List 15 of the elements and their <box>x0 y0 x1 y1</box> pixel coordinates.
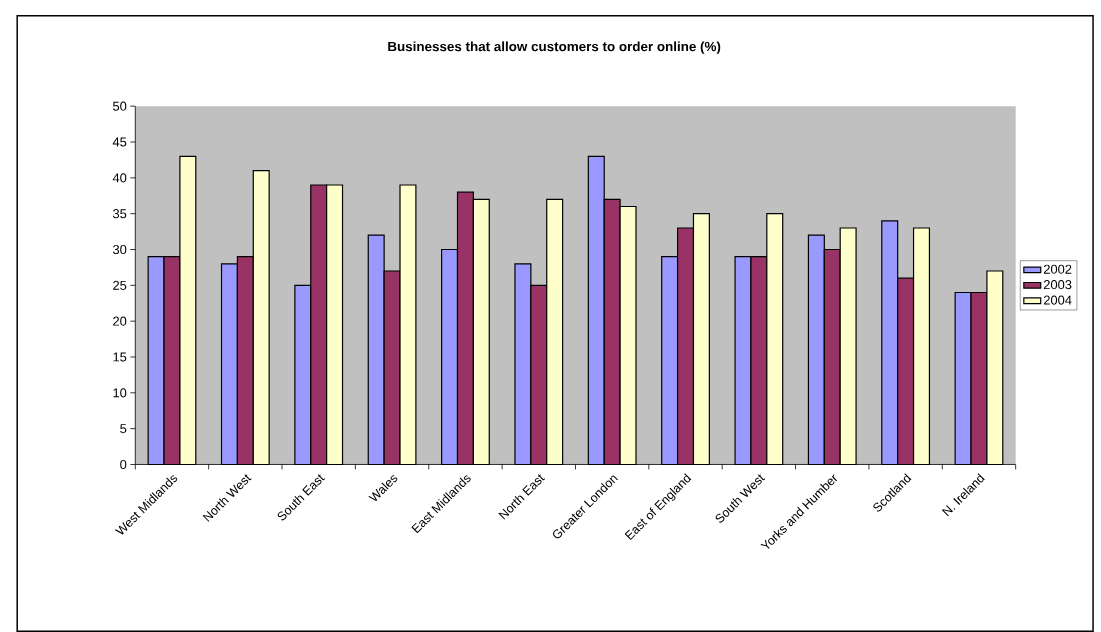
y-tick-label: 25 <box>113 280 127 290</box>
y-tick-label: 40 <box>112 173 127 183</box>
y-tick-label: 10 <box>113 388 127 398</box>
legend-label: 2004 <box>1043 295 1072 305</box>
y-tick-label: 35 <box>112 209 127 219</box>
y-tick-label: 20 <box>113 316 127 326</box>
y-tick-label: 5 <box>120 424 127 434</box>
y-tick-label: 50 <box>113 101 127 111</box>
legend-label: 2003 <box>1043 279 1072 290</box>
y-tick-label: 30 <box>112 244 127 254</box>
legend-label: 2002 <box>1043 264 1072 274</box>
y-tick-label: 0 <box>120 459 127 469</box>
chart-title: Businesses that allow customers to order online (%) <box>388 41 721 54</box>
y-tick-label: 15 <box>113 352 127 362</box>
y-tick-label: 45 <box>112 137 127 147</box>
